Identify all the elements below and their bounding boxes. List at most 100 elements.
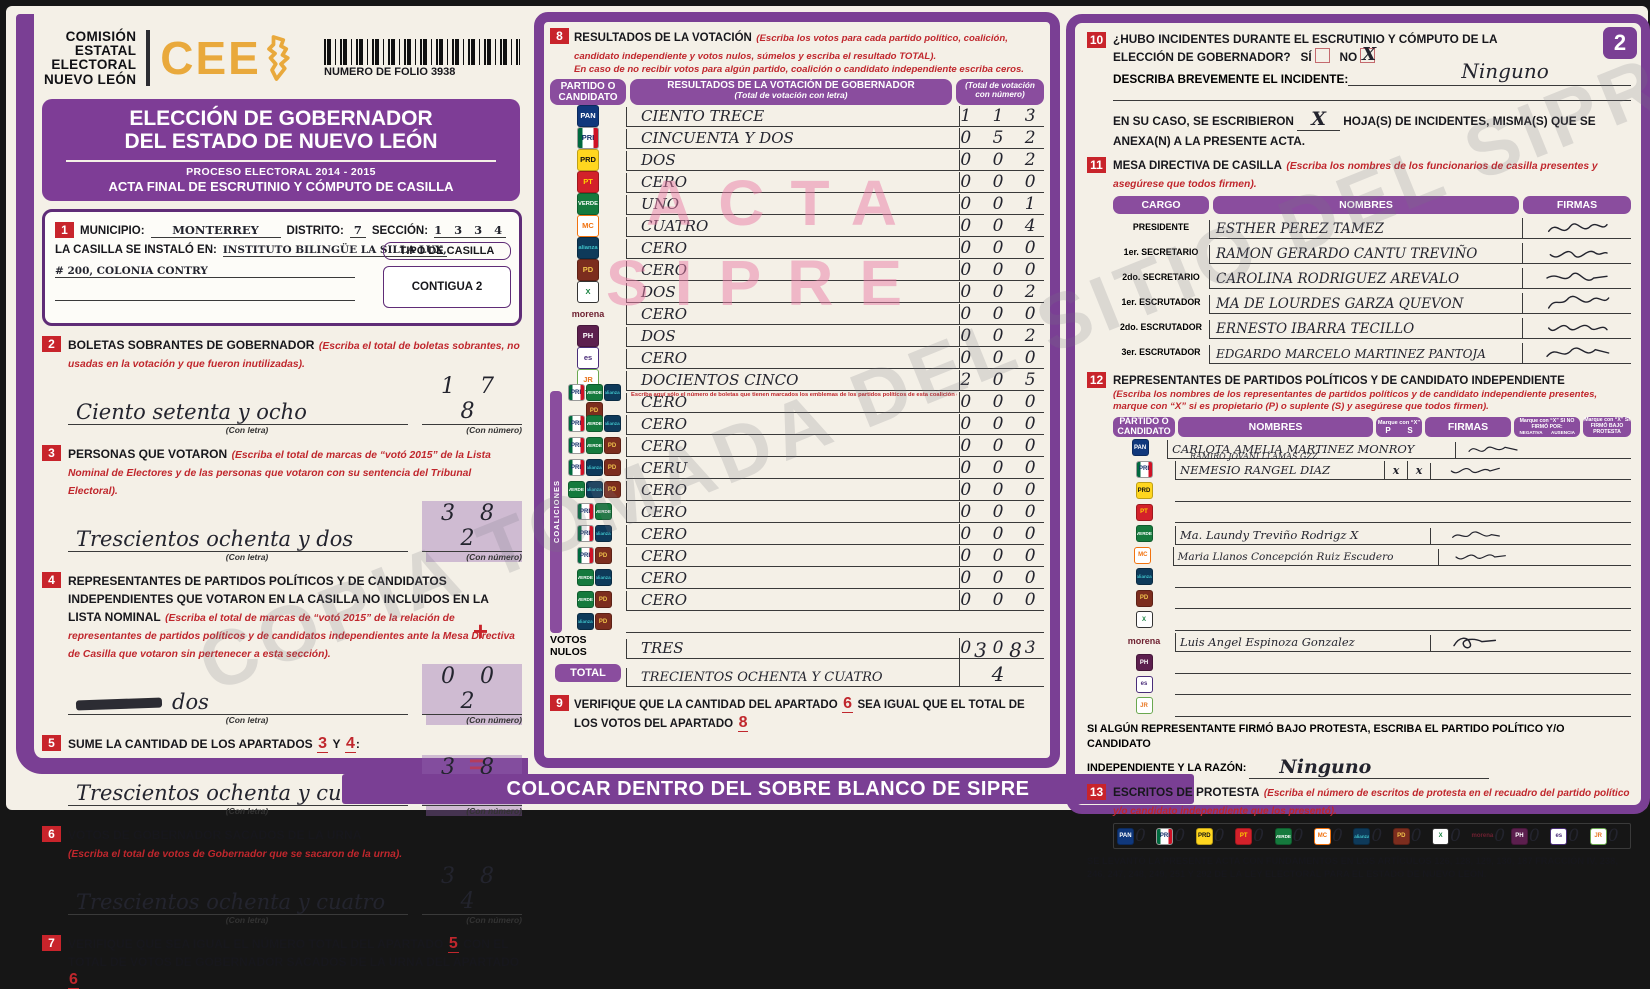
- coalition-row: PRI PD CERO 0 0 0: [562, 545, 1044, 567]
- section-11-mesa-directiva: 11 MESA DIRECTIVA DE CASILLA (Escriba lo…: [1087, 156, 1631, 365]
- section-title: REPRESENTANTES DE PARTIDOS POLÍTICOS Y D…: [1113, 375, 1565, 388]
- section-title: SUME LA CANTIDAD DE LOS APARTADOS: [68, 736, 313, 751]
- section-4-representantes-votaron: 4 REPRESENTANTES DE PARTIDOS POLÍTICOS Y…: [42, 571, 522, 725]
- encuentro-icon: es: [1135, 675, 1153, 693]
- coalition-row: alianza PD: [562, 611, 1044, 633]
- org-header: COMISIÓN ESTATAL ELECTORAL NUEVO LEÓN CE…: [44, 29, 520, 87]
- morena-icon: morena: [1127, 636, 1161, 647]
- mesa-directiva-table: CARGO NOMBRES FIRMAS PRESIDENTE ESTHER PE…: [1113, 196, 1631, 365]
- section-number: 7: [42, 934, 61, 951]
- section-title: PERSONAS QUE VOTARON: [68, 446, 228, 461]
- result-row-pan: PAN CIENTO TRECE 1 1 3: [550, 104, 1044, 127]
- con-numero-label: (Con número): [466, 914, 522, 925]
- results-table: PARTIDO O CANDIDATO RESULTADOS DE LA VOT…: [550, 78, 1044, 687]
- section-title: ESCRITOS DE PROTESTA: [1113, 785, 1260, 800]
- col-header-cargo: CARGO: [1113, 196, 1209, 215]
- morena-icon: morena: [571, 308, 605, 319]
- coalition-row: VERDE alianza CERO 0 0 0: [576, 567, 1044, 589]
- tipo-casilla-label: TIPO DE CASILLA: [383, 241, 511, 260]
- independiente-icon: JR: [1135, 697, 1153, 715]
- rep-row-verde: VERDE Ma. Laundy Treviño Rodrigz X: [1113, 523, 1631, 545]
- scanned-acta-document: COMISIÓN ESTATAL ELECTORAL NUEVO LEÓN CE…: [6, 6, 1650, 989]
- alianza-icon: alianza: [1135, 568, 1153, 586]
- section-title: MESA DIRECTIVA DE CASILLA: [1113, 160, 1282, 173]
- mesa-row-1er-secretario: 1er. SECRETARIO RAMON GERARDO CANTU TREVI…: [1113, 239, 1631, 265]
- municipio-value: MONTERREY: [150, 223, 281, 238]
- section-5-suma: 5 SUME LA CANTIDAD DE LOS APARTADOS 3 Y …: [42, 734, 522, 816]
- handwritten-letra: dos: [172, 689, 209, 714]
- democrata-icon: PD: [577, 258, 599, 281]
- legal-footer: SE LEVANTÓ LA PRESENTE ACTA CON FUNDAMEN…: [1087, 856, 1618, 879]
- page-number-badge: 2: [1603, 27, 1637, 59]
- rep-row-encuentro: es: [1113, 674, 1631, 696]
- seccion-label: SECCIÓN:: [371, 224, 429, 237]
- org-name: COMISIÓN ESTATAL ELECTORAL NUEVO LEÓN: [44, 29, 137, 87]
- con-letra-label: (Con letra): [225, 424, 269, 435]
- rep-row-mc: MC Maria Llanos Concepción Ruiz Escudero: [1113, 545, 1632, 567]
- section-title: REPRESENTANTES DE PARTIDOS POLÍTICOS Y D…: [68, 573, 489, 624]
- no-x-mark: X: [1362, 43, 1377, 65]
- result-row-alianza: alianza CERO 0 0 0: [577, 236, 1044, 259]
- section-13-escritos-protesta: 13 ESCRITOS DE PROTESTA (Escriba el núme…: [1087, 783, 1631, 850]
- nuevo-leon-shape-icon: [266, 35, 290, 82]
- pan-icon: PAN: [577, 104, 599, 127]
- independiente-icon: JR: [1589, 827, 1607, 845]
- section-text: VERIFIQUE QUE SEA IGUAL EL NÚMERO TOTAL …: [68, 936, 444, 951]
- handwritten-ninguno: Ninguno: [1461, 59, 1549, 84]
- verde-icon: VERDE: [1135, 525, 1153, 543]
- signature: [1547, 324, 1608, 332]
- scribbled-out-word: [75, 697, 163, 711]
- distrito-value: 7: [349, 223, 366, 238]
- describe-incident-label: DESCRIBA BREVEMENTE EL INCIDENTE:: [1113, 72, 1349, 87]
- org-line: ELECTORAL: [51, 57, 137, 73]
- total-row: TOTAL TRECIENTOS OCHENTA Y CUATRO 3 8 4: [550, 637, 1044, 687]
- proceso-electoral: PROCESO ELECTORAL 2014 - 2015: [186, 165, 376, 178]
- seccion-value: 1 3 3 4: [434, 222, 507, 238]
- ref-apartado-3: 3: [317, 734, 329, 753]
- no-checkbox: X: [1360, 44, 1376, 65]
- tipo-casilla-value: CONTIGUA 2: [383, 265, 511, 308]
- signature: [1455, 554, 1506, 560]
- si-checkbox: [1314, 47, 1330, 63]
- col-header-numero: (Total de votación con número): [956, 78, 1044, 105]
- section-instructions: (Escriba el número de escritos de protes…: [1113, 788, 1630, 818]
- handwritten-numero: 3 8 4: [441, 863, 503, 914]
- result-row-humanista: PH DOS 0 0 2: [550, 324, 1044, 347]
- section-3-personas-votaron: 3 PERSONAS QUE VOTARON (Escriba el total…: [42, 444, 522, 562]
- humanista-icon: PH: [1135, 654, 1153, 672]
- no-label: NO: [1339, 49, 1358, 64]
- result-row-pri: PRI CINCUENTA Y DOS 0 5 2: [550, 126, 1044, 149]
- org-line: NUEVO LEÓN: [44, 71, 137, 87]
- distrito-label: DISTRITO:: [286, 224, 344, 237]
- mc-icon: MC: [577, 214, 599, 237]
- section-number: 3: [42, 444, 61, 461]
- ref-apartado-6: 6: [68, 970, 79, 989]
- mesa-row-presidente: PRESIDENTE ESTHER PEREZ TAMEZ: [1113, 214, 1631, 240]
- morena-icon: morena: [1471, 833, 1494, 840]
- handwritten-hojas-x: X: [1297, 108, 1340, 132]
- section-instructions: (Escriba los votos para cada partido pol…: [574, 33, 1008, 62]
- alianza-icon: alianza: [577, 236, 599, 259]
- section-number: 9: [550, 694, 569, 711]
- section-12-representantes: 12 REPRESENTANTES DE PARTIDOS POLÍTICOS …: [1087, 371, 1632, 717]
- coalition-row: PRI alianza PD CERU 0 0 0: [562, 457, 1044, 479]
- con-letra-label: (Con letra): [225, 714, 269, 725]
- con-letra-label: (Con letra): [225, 914, 269, 925]
- humanista-icon: PH: [1510, 827, 1528, 845]
- prd-icon: PRD: [1135, 482, 1153, 500]
- mesa-row-2do-secretario: 2do. SECRETARIO CAROLINA RODRIGUEZ AREVAL…: [1113, 264, 1631, 290]
- section-number: 5: [42, 734, 61, 751]
- prd-icon: PRD: [577, 148, 599, 171]
- votos-nulos-label: VOTOS NULOS: [550, 633, 587, 658]
- section-number: 4: [42, 571, 61, 588]
- result-row-morena: morena CERO 0 0 0: [571, 303, 1044, 325]
- section-instructions: (Escriba los nombres de los funcionarios…: [1113, 161, 1598, 191]
- rep-row-alianza: alianza: [1113, 566, 1631, 588]
- barcode: [324, 38, 520, 65]
- signature: [1547, 295, 1610, 309]
- section-2-boletas-sobrantes: 2 BOLETAS SOBRANTES DE GOBERNADOR (Escri…: [42, 335, 522, 435]
- mc-icon: MC: [1313, 827, 1331, 845]
- pri-icon: PRI: [577, 126, 599, 149]
- signature: [1453, 637, 1497, 649]
- ref-apartado-8: 8: [737, 713, 749, 732]
